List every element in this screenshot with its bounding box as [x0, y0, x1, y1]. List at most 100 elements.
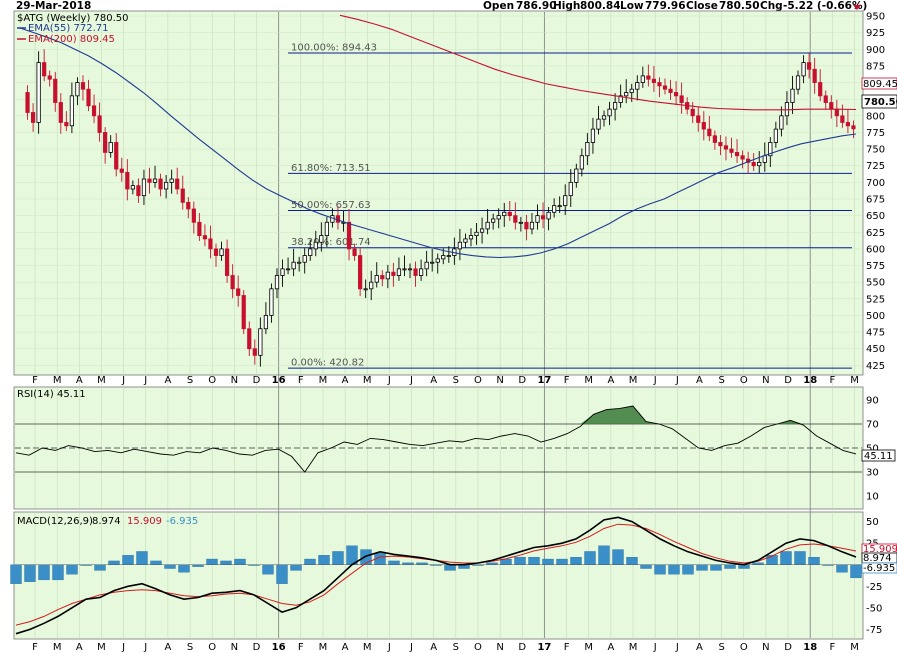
- candle-body: [236, 288, 241, 296]
- candle-body: [213, 248, 219, 256]
- candle-body: [790, 88, 795, 103]
- macd-histogram-bar: [108, 560, 120, 565]
- x-tick-label: 16: [272, 375, 286, 386]
- rsi-y-tick-label: 30: [866, 468, 879, 479]
- x-tick-label: N: [496, 642, 503, 653]
- fibonacci-label: 61.80%: 713.51: [291, 163, 371, 174]
- ema200-value-tag: [861, 77, 897, 90]
- candle-body: [712, 135, 717, 143]
- x-tick-label: O: [740, 642, 748, 653]
- candle-body: [529, 221, 535, 230]
- candle-body: [629, 88, 634, 93]
- x-tick-label: M: [319, 375, 328, 386]
- candle-body: [53, 78, 58, 103]
- candle-body: [640, 75, 645, 83]
- candle-body: [502, 211, 507, 217]
- x-tick-label: J: [121, 375, 125, 386]
- macd-histogram-bar: [402, 562, 414, 565]
- y-tick-label: 800: [866, 111, 885, 122]
- macd-histogram-bar: [360, 549, 372, 565]
- down-arrow-icon: [853, 5, 861, 10]
- candle-body: [513, 215, 518, 223]
- candle-body: [635, 82, 640, 90]
- macd-value: 8.974: [92, 516, 121, 527]
- candle-body: [807, 62, 812, 70]
- x-tick-label: O: [208, 642, 216, 653]
- candle-body: [202, 235, 208, 240]
- y-tick-label: 500: [866, 311, 885, 322]
- candle-body: [751, 161, 756, 167]
- macd-histogram-bar: [598, 545, 610, 565]
- candle-body: [734, 152, 740, 157]
- candle-body: [424, 261, 429, 270]
- rsi-y-tick-label: 10: [866, 492, 879, 503]
- macd-histogram-bar: [178, 564, 190, 573]
- y-tick-label: 725: [866, 161, 885, 172]
- macd-histogram-bar: [262, 564, 274, 575]
- x-tick-label: J: [675, 642, 679, 653]
- macd-histogram-bar: [654, 564, 666, 575]
- header-high-value: 800.84: [580, 0, 621, 12]
- x-tick-label: S: [453, 375, 459, 386]
- candle-body: [346, 221, 352, 250]
- candle-body: [280, 268, 285, 276]
- candle-body: [524, 221, 529, 230]
- candle-body: [540, 215, 546, 220]
- x-tick-label: A: [607, 375, 614, 386]
- candle-body: [224, 248, 230, 276]
- candle-body: [507, 211, 512, 217]
- x-tick-label: M: [97, 375, 106, 386]
- candle-body: [701, 122, 706, 130]
- candle-body: [563, 195, 568, 207]
- candle-body: [319, 235, 324, 243]
- x-tick-label: J: [409, 642, 413, 653]
- candle-body: [662, 85, 668, 90]
- x-tick-label: S: [718, 375, 724, 386]
- header-open-label: Open: [483, 0, 514, 12]
- x-tick-label: F: [829, 642, 835, 653]
- x-tick-label: J: [653, 375, 657, 386]
- candle-body: [380, 275, 385, 280]
- candle-body: [247, 328, 252, 350]
- y-tick-label: 950: [866, 11, 885, 22]
- candle-body: [313, 241, 318, 250]
- x-tick-label: N: [231, 375, 238, 386]
- rsi-line: [15, 405, 857, 473]
- candle-body: [402, 268, 407, 271]
- candle-body: [297, 261, 302, 264]
- macd-histogram-bar: [206, 558, 218, 565]
- macd-histogram-bar: [612, 549, 624, 565]
- candle-body: [291, 261, 296, 270]
- rsi-y-tick-label: 90: [866, 396, 879, 407]
- x-tick-label: A: [430, 375, 437, 386]
- candle-body: [624, 92, 629, 97]
- x-tick-label: J: [387, 375, 391, 386]
- candle-body: [463, 238, 468, 243]
- candle-body: [58, 102, 63, 123]
- candle-body: [407, 268, 413, 271]
- candle-body: [396, 268, 402, 276]
- candle-body: [164, 181, 169, 190]
- y-tick-label: 475: [866, 328, 885, 339]
- y-tick-label: 650: [866, 211, 885, 222]
- candle-body: [834, 108, 839, 117]
- macd-histogram-bar: [542, 558, 554, 565]
- header-low-value: 779.96: [645, 0, 686, 12]
- macd-histogram-bar: [52, 564, 64, 581]
- macd-y-tick-label: -50: [866, 603, 882, 614]
- candle-body: [36, 62, 41, 123]
- x-tick-label: 17: [537, 642, 551, 653]
- candle-body: [468, 235, 474, 240]
- x-tick-label: D: [253, 375, 261, 386]
- candle-body: [136, 185, 141, 197]
- x-tick-label: M: [629, 642, 638, 653]
- candle-body: [435, 258, 440, 263]
- macd-histogram-bar: [220, 560, 232, 565]
- x-tick-label: M: [584, 375, 593, 386]
- candle-body: [723, 145, 729, 150]
- candle-body: [546, 211, 551, 220]
- candle-body: [152, 178, 158, 183]
- macd-hist-value: -6.935: [166, 516, 198, 527]
- candle-body: [801, 62, 806, 77]
